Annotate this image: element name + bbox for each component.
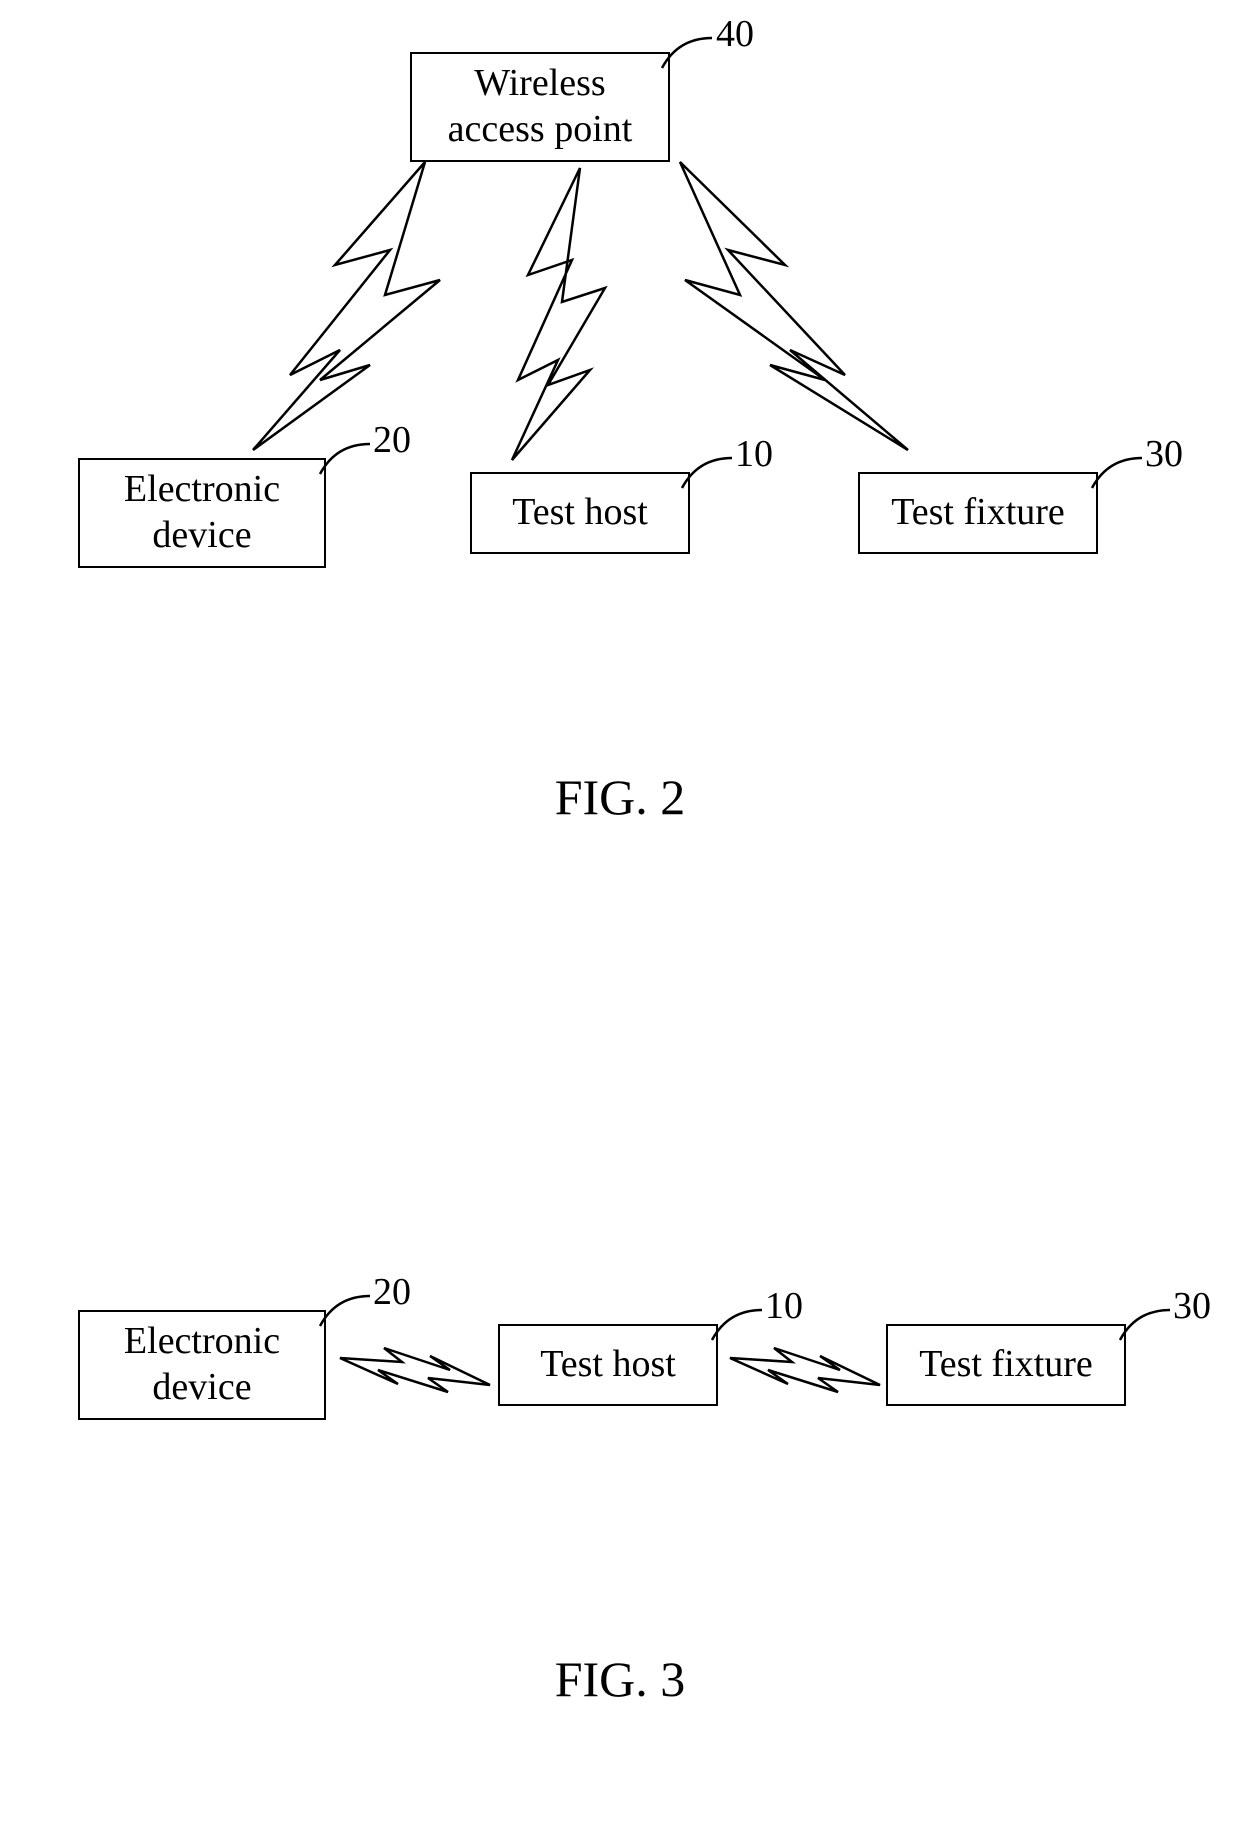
bolt-wap-testfixture [650, 150, 930, 470]
wap-box: Wireless access point [410, 52, 670, 162]
electronic-callout-fig3: 20 [373, 1270, 411, 1314]
testfixture-box-fig2: Test fixture [858, 472, 1098, 554]
electronic-line2-fig3: device [152, 1366, 251, 1408]
testhost-callout-arc-fig3 [708, 1304, 768, 1344]
testfixture-callout-fig2: 30 [1145, 432, 1183, 476]
testfixture-label-fig2: Test fixture [891, 490, 1065, 536]
electronic-line1-fig2: Electronic [124, 468, 280, 510]
wap-label: Wireless access point [448, 61, 633, 152]
wap-line1: Wireless [474, 62, 605, 104]
electronic-label-fig2: Electronic device [124, 467, 280, 558]
wap-callout: 40 [716, 12, 754, 56]
testfixture-box-fig3: Test fixture [886, 1324, 1126, 1406]
testhost-callout-fig3: 10 [765, 1284, 803, 1328]
testhost-box-fig3: Test host [498, 1324, 718, 1406]
fig3-title: FIG. 3 [0, 1650, 1240, 1708]
bolt-electronic-testhost-fig3 [330, 1340, 500, 1400]
electronic-callout-arc-fig3 [316, 1290, 376, 1330]
electronic-line2-fig2: device [152, 514, 251, 556]
testfixture-label-fig3: Test fixture [919, 1342, 1093, 1388]
wap-callout-arc [658, 32, 718, 72]
bolt-wap-electronic [235, 150, 465, 470]
testfixture-callout-arc-fig3 [1116, 1304, 1176, 1344]
electronic-box-fig3: Electronic device [78, 1310, 326, 1420]
fig2-title: FIG. 2 [0, 768, 1240, 826]
electronic-label-fig3: Electronic device [124, 1319, 280, 1410]
testhost-label-fig3: Test host [540, 1342, 676, 1388]
bolt-testhost-testfixture-fig3 [720, 1340, 890, 1400]
testfixture-callout-fig3: 30 [1173, 1284, 1211, 1328]
bolt-wap-testhost [490, 160, 620, 480]
electronic-line1-fig3: Electronic [124, 1320, 280, 1362]
testhost-label-fig2: Test host [512, 490, 648, 536]
testfixture-callout-arc-fig2 [1088, 452, 1148, 492]
testhost-box-fig2: Test host [470, 472, 690, 554]
wap-line2: access point [448, 108, 633, 150]
electronic-box-fig2: Electronic device [78, 458, 326, 568]
